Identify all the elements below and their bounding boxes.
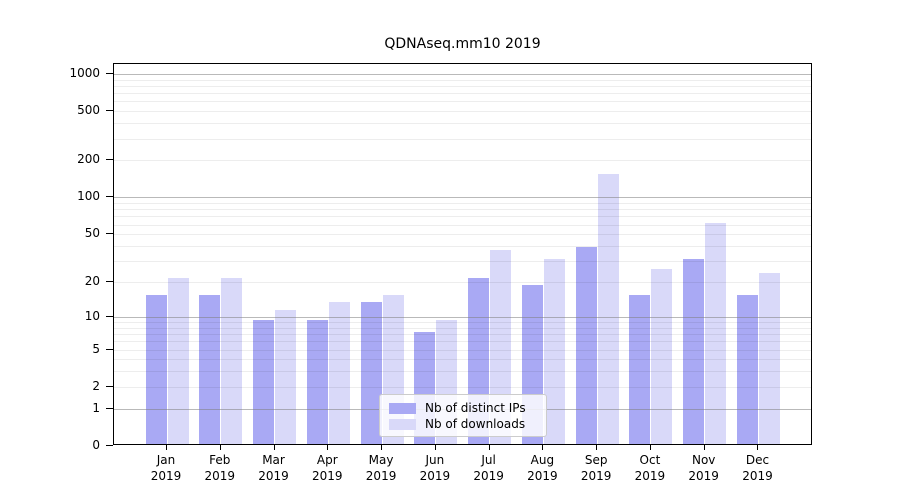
bar-distinct-ips-sep — [575, 246, 597, 444]
x-tick-mark — [596, 445, 598, 450]
y-tick-label: 1000 — [69, 65, 100, 80]
legend-item-distinct-ips: Nb of distinct IPs — [389, 400, 537, 416]
x-tick-mark — [703, 445, 705, 450]
y-tick-label: 10 — [84, 308, 100, 323]
x-tick-month: Feb — [209, 453, 231, 467]
x-tick-month: Jan — [156, 453, 176, 467]
bars-layer — [114, 64, 811, 444]
x-tick-month: Apr — [316, 453, 338, 467]
x-tick-mark — [488, 445, 490, 450]
x-tick-label-apr: Apr 2019 — [299, 452, 355, 484]
x-tick-month: Jul — [481, 453, 496, 467]
y-tick-label: 500 — [77, 103, 100, 118]
chart-title: QDNAseq.mm10 2019 — [384, 36, 541, 52]
x-tick-month: Oct — [639, 453, 661, 467]
x-tick-mark — [273, 445, 275, 450]
x-tick-year: 2019 — [527, 469, 558, 483]
y-tick-label: 20 — [84, 274, 100, 289]
bar-downloads-oct — [651, 268, 673, 444]
x-tick-label-sep: Sep 2019 — [568, 452, 624, 484]
x-tick-year: 2019 — [580, 469, 612, 483]
x-tick-month: May — [368, 453, 394, 467]
bar-distinct-ips-may — [360, 301, 382, 444]
bar-downloads-aug — [543, 259, 565, 444]
bar-distinct-ips-apr — [306, 320, 328, 444]
bar-distinct-ips-oct — [629, 294, 651, 444]
x-tick-mark — [327, 445, 329, 450]
x-tick-year: 2019 — [419, 469, 451, 483]
y-tick-mark — [106, 110, 113, 112]
x-tick-year: 2019 — [258, 469, 289, 483]
x-tick-mark — [542, 445, 544, 450]
x-tick-year: 2019 — [473, 469, 504, 483]
x-tick-mark — [166, 445, 167, 450]
x-tick-label-jan: Jan 2019 — [138, 452, 194, 484]
x-tick-month: Dec — [745, 453, 770, 467]
y-tick-mark — [106, 281, 113, 283]
y-tick-mark — [106, 233, 113, 235]
x-tick-label-mar: Mar 2019 — [246, 452, 302, 484]
legend-swatch-downloads — [389, 418, 416, 430]
x-tick-label-may: May 2019 — [353, 452, 409, 484]
y-tick-label: 1 — [92, 400, 100, 415]
legend: Nb of distinct IPs Nb of downloads — [379, 394, 547, 437]
x-tick-month: Aug — [530, 453, 555, 467]
y-tick-label: 5 — [92, 341, 100, 356]
y-tick-mark — [106, 407, 113, 409]
bar-downloads-sep — [597, 173, 619, 444]
bar-distinct-ips-jan — [145, 294, 167, 444]
x-tick-label-feb: Feb 2019 — [192, 452, 248, 484]
x-tick-mark — [649, 445, 651, 450]
x-tick-year: 2019 — [365, 469, 397, 483]
y-tick-mark — [106, 445, 113, 446]
bar-downloads-feb — [221, 277, 243, 444]
y-tick-mark — [106, 159, 113, 161]
legend-label-downloads: Nb of downloads — [425, 417, 526, 431]
plot-area: Nb of distinct IPs Nb of downloads — [113, 63, 812, 445]
bar-downloads-apr — [328, 301, 350, 444]
x-tick-mark — [757, 445, 759, 450]
bar-distinct-ips-nov — [683, 259, 705, 444]
y-tick-mark — [106, 196, 113, 198]
x-tick-label-jun: Jun 2019 — [407, 452, 463, 484]
x-tick-label-dec: Dec 2019 — [729, 452, 785, 484]
bar-distinct-ips-mar — [253, 320, 275, 444]
y-tick-mark — [106, 348, 113, 350]
bar-distinct-ips-feb — [199, 294, 221, 444]
x-tick-label-aug: Aug 2019 — [514, 452, 570, 484]
x-tick-label-nov: Nov 2019 — [676, 452, 732, 484]
legend-label-distinct-ips: Nb of distinct IPs — [425, 401, 526, 415]
x-tick-year: 2019 — [634, 469, 666, 483]
legend-swatch-distinct-ips — [389, 402, 416, 414]
x-tick-mark — [219, 445, 221, 450]
bar-downloads-jan — [167, 277, 189, 444]
y-tick-label: 200 — [77, 152, 100, 167]
y-tick-label: 2 — [92, 378, 100, 393]
y-tick-mark — [106, 315, 113, 317]
legend-item-downloads: Nb of downloads — [389, 416, 537, 432]
x-tick-month: Mar — [262, 453, 285, 467]
x-tick-month: Nov — [691, 453, 716, 467]
y-tick-label: 0 — [92, 438, 100, 452]
bar-distinct-ips-dec — [736, 294, 758, 444]
bar-downloads-mar — [275, 310, 297, 444]
x-tick-month: Jun — [425, 453, 445, 467]
x-tick-label-jul: Jul 2019 — [461, 452, 517, 484]
x-tick-year: 2019 — [204, 469, 236, 483]
x-tick-year: 2019 — [150, 469, 182, 483]
y-tick-label: 100 — [77, 189, 100, 204]
bar-downloads-dec — [758, 272, 780, 444]
x-tick-year: 2019 — [312, 469, 343, 483]
x-tick-year: 2019 — [742, 469, 773, 483]
x-tick-mark — [434, 445, 436, 450]
y-tick-label: 50 — [84, 226, 100, 241]
bar-downloads-nov — [705, 222, 727, 444]
x-tick-year: 2019 — [688, 469, 719, 483]
y-tick-mark — [106, 385, 113, 387]
x-tick-mark — [381, 445, 383, 450]
x-tick-label-oct: Oct 2019 — [622, 452, 678, 484]
x-tick-month: Sep — [584, 453, 608, 467]
y-tick-mark — [106, 72, 113, 74]
